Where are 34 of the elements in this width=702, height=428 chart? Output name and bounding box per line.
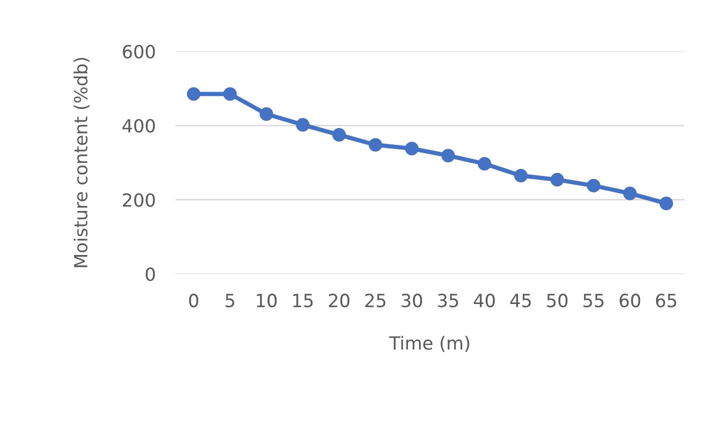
point	[623, 186, 637, 200]
y-axis-title: Moisture content (%db)	[74, 58, 90, 268]
x-tick-label: 35	[438, 294, 458, 308]
x-tick-label: 55	[583, 294, 604, 308]
x-tick-label: 60	[620, 294, 640, 308]
x-tick-label: 5	[226, 294, 234, 308]
y-tick-label: 0	[146, 267, 155, 282]
y-tick-label: 400	[122, 119, 155, 133]
x-tick-label: 10	[256, 294, 277, 308]
point	[368, 138, 382, 152]
point	[660, 196, 674, 210]
point	[186, 87, 200, 101]
x-tick-label: 20	[328, 294, 350, 308]
point	[478, 156, 492, 171]
y-tick-label: 600	[122, 44, 155, 58]
x-tick-label: 30	[402, 294, 422, 308]
point	[586, 178, 600, 192]
x-tick-label: 0	[189, 294, 198, 308]
x-tick-label: 65	[656, 294, 676, 308]
x-axis-title: Time (m)	[389, 336, 470, 352]
x-tick-label: 25	[365, 294, 386, 308]
x-tick-label: 40	[474, 294, 495, 308]
point	[223, 87, 237, 101]
x-tick-label: 50	[547, 294, 568, 308]
y-tick-label: 200	[122, 193, 155, 207]
x-tick-label: 15	[293, 294, 313, 308]
point	[550, 172, 564, 186]
point	[332, 128, 346, 142]
point	[260, 107, 274, 121]
point	[514, 168, 528, 182]
x-tick-label: 45	[510, 294, 531, 308]
point	[441, 148, 455, 162]
point	[296, 118, 310, 132]
point	[405, 142, 419, 156]
